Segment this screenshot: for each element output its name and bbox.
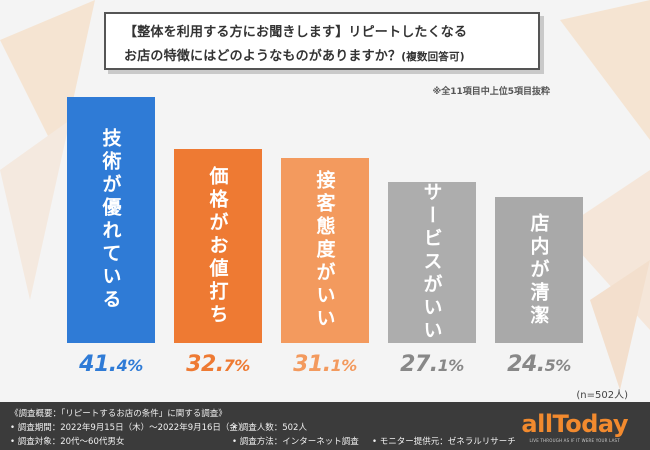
sample-size-note: (n=502人) <box>576 390 628 401</box>
chart-title-note: (複数回答可) <box>401 51 465 63</box>
bar-5: 店内が清潔 <box>495 197 583 343</box>
value-label-int-1: 41. <box>79 352 117 377</box>
value-label-int-4: 27. <box>400 352 438 377</box>
value-label-dec-4: 1% <box>437 356 465 375</box>
survey-period: • 調査期間：2022年9月15日（木）〜2022年9月16日（金） <box>10 423 247 433</box>
bar-label-3: 接客態度がいい <box>313 170 336 331</box>
bar-label-2: 価格がお値打ち <box>206 165 229 327</box>
bar-label-4: サービスがいい <box>420 182 443 343</box>
value-label-1: 41.4% <box>67 352 155 377</box>
value-label-2: 32.7% <box>174 352 262 377</box>
alltoday-logo: allToday LIVE THROUGH AS IF IT WERE YOUR… <box>521 410 628 443</box>
value-label-int-5: 24. <box>507 352 545 377</box>
bar-label-1: 技術が優れている <box>99 128 122 312</box>
bar-2: 価格がお値打ち <box>174 149 262 343</box>
survey-provider: • モニター提供元：ゼネラルリサーチ <box>372 437 516 447</box>
survey-footer: 《調査概要：「リピートするお店の条件」に関する調査》 • 調査期間：2022年9… <box>0 402 650 450</box>
bar-4: サービスがいい <box>388 182 476 343</box>
logo-text: allToday <box>521 410 628 438</box>
value-label-dec-3: 1% <box>330 356 358 375</box>
bar-1: 技術が優れている <box>67 97 155 343</box>
survey-summary-title: 《調査概要：「リピートするお店の条件」に関する調査》 <box>10 409 227 419</box>
survey-target: • 調査対象：20代〜60代男女 <box>10 437 125 447</box>
logo-tagline: LIVE THROUGH AS IF IT WERE YOUR LAST <box>529 438 620 443</box>
value-label-3: 31.1% <box>281 352 369 377</box>
value-label-int-2: 32. <box>186 352 224 377</box>
bar-label-5: 店内が清潔 <box>527 212 550 328</box>
value-label-dec-2: 7% <box>223 356 251 375</box>
value-label-5: 24.5% <box>495 352 583 377</box>
chart-title-line2-text: お店の特徴にはどのようなものがありますか？ <box>124 49 402 64</box>
bar-3: 接客態度がいい <box>281 158 369 343</box>
value-label-4: 27.1% <box>388 352 476 377</box>
value-label-dec-5: 5% <box>544 356 572 375</box>
chart-title-line2: お店の特徴にはどのようなものがありますか？(複数回答可) <box>124 45 465 64</box>
survey-method: • 調査方法：インターネット調査 <box>232 437 359 447</box>
value-label-dec-1: 4% <box>116 356 144 375</box>
value-label-int-3: 31. <box>293 352 331 377</box>
chart-title-box: 【整体を利用する方にお聞きします】リピートしたくなる お店の特徴にはどのようなも… <box>104 12 540 70</box>
chart-subnote: ※全11項目中上位5項目抜粋 <box>432 87 550 97</box>
chart-title-line1: 【整体を利用する方にお聞きします】リピートしたくなる <box>124 25 468 40</box>
survey-count: • 調査人数：502人 <box>232 423 307 433</box>
